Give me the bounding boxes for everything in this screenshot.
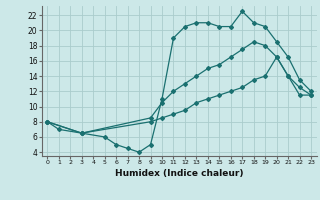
X-axis label: Humidex (Indice chaleur): Humidex (Indice chaleur) [115, 169, 244, 178]
